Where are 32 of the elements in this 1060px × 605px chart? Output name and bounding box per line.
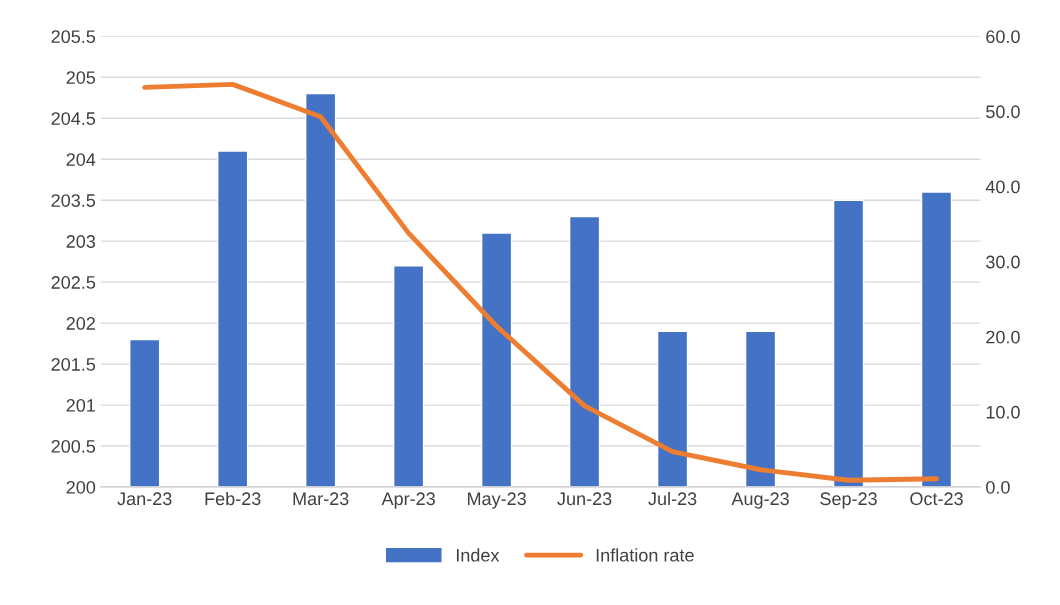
y-tick-label: 204 [66, 153, 96, 166]
y-tick-label: 205.5 [51, 30, 96, 44]
x-tick-label: Aug-23 [731, 492, 789, 509]
y-tick-label: 203 [66, 235, 96, 248]
y2-tick-label: 50.0 [986, 105, 1020, 119]
y2-tick-label: 20.0 [986, 330, 1020, 344]
y2-tick-label: 30.0 [986, 255, 1020, 269]
x-tick-label: Jan-23 [117, 492, 172, 506]
x-tick-label: Apr-23 [381, 492, 435, 509]
x-tick-label: Sep-23 [820, 492, 877, 509]
y-tick-label: 204.5 [51, 112, 96, 125]
y2-tick-label: 60.0 [986, 30, 1020, 44]
x-tick-label: Feb-23 [205, 491, 261, 506]
y-tick-label: 202.5 [51, 276, 96, 289]
x-tick-label: Oct-23 [910, 492, 963, 506]
y2-tick-label: 10.0 [986, 405, 1020, 419]
y-tick-label: 203.5 [51, 194, 96, 207]
x-tick-label: Jul-23 [648, 491, 697, 506]
y-tick-label: 200 [66, 480, 96, 494]
y-tick-label: 201 [66, 399, 95, 412]
x-tick-label: Jun-23 [557, 492, 612, 506]
y2-tick-label: 40.0 [985, 180, 1020, 194]
x-tick-label: Mar-23 [293, 492, 349, 506]
x-tick-label: May-23 [467, 492, 526, 509]
legend-label: Index [456, 548, 500, 562]
y-tick-label: 205 [66, 71, 96, 84]
y-tick-label: 200.5 [51, 439, 96, 453]
y-tick-label: 201.5 [51, 358, 96, 371]
legend-label: Inflation rate [596, 548, 694, 562]
y2-tick-label: 0.0 [986, 480, 1010, 494]
line-series [142, 81, 939, 483]
y-tick-label: 202 [66, 317, 95, 330]
